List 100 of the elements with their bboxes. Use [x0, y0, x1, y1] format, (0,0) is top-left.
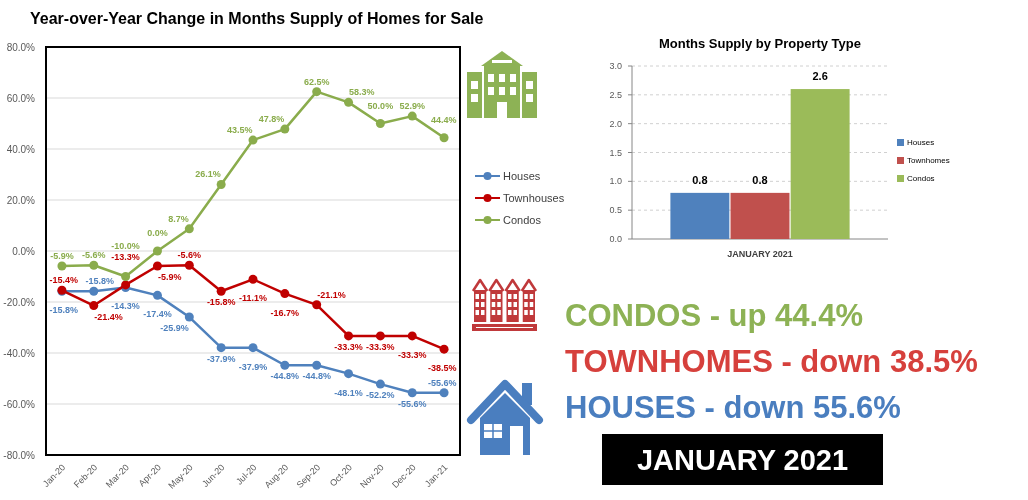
- data-label: 47.8%: [258, 114, 285, 125]
- y-tick-label: -20.0%: [3, 296, 36, 308]
- y-tick-label: 40.0%: [6, 143, 36, 155]
- point: [248, 135, 258, 145]
- data-label: -21.1%: [317, 289, 346, 300]
- point: [439, 344, 449, 354]
- data-label: -33.3%: [366, 341, 395, 352]
- data-label: -55.6%: [427, 377, 457, 388]
- data-label: -13.3%: [111, 251, 140, 262]
- point: [312, 360, 322, 370]
- point: [248, 274, 258, 284]
- point: [184, 224, 194, 234]
- data-label: -15.8%: [85, 276, 115, 287]
- point: [216, 343, 226, 353]
- point: [312, 300, 322, 310]
- y-tick-label: 1.5: [609, 147, 622, 158]
- data-label: 50.0%: [367, 100, 394, 111]
- y-tick-label: -60.0%: [3, 398, 36, 410]
- point: [375, 379, 385, 389]
- data-label: 0.0%: [147, 228, 168, 238]
- data-label: -55.6%: [397, 398, 427, 409]
- data-label: -37.9%: [206, 353, 236, 364]
- point: [407, 388, 417, 398]
- data-label: -15.4%: [49, 275, 79, 286]
- y-tick-label: 60.0%: [6, 92, 36, 104]
- data-label: -5.6%: [177, 250, 202, 261]
- y-tick-label: 80.0%: [6, 41, 36, 53]
- point: [407, 331, 417, 341]
- data-label: 0.8: [752, 173, 768, 186]
- point: [57, 261, 67, 271]
- point: [344, 331, 354, 341]
- data-label: -44.8%: [302, 371, 331, 382]
- point: [216, 179, 226, 189]
- data-label: -15.8%: [49, 305, 79, 316]
- y-tick-label: 2.5: [609, 89, 622, 100]
- data-label: -10.0%: [111, 240, 140, 251]
- point: [439, 133, 449, 143]
- point: [248, 343, 258, 353]
- data-label: -5.9%: [157, 272, 182, 283]
- point: [439, 388, 449, 398]
- y-tick-label: 0.0%: [12, 245, 36, 257]
- point: [89, 301, 99, 311]
- legend-label: Houses: [907, 138, 935, 147]
- data-label: 44.4%: [430, 114, 457, 125]
- data-label: 43.5%: [226, 125, 253, 136]
- legend-label: Houses: [503, 170, 541, 182]
- data-label: -48.1%: [334, 387, 363, 398]
- data-label: 8.7%: [168, 213, 189, 224]
- data-label: -14.3%: [111, 301, 140, 312]
- legend-label: Condos: [907, 174, 935, 183]
- data-label: -33.3%: [397, 349, 427, 360]
- data-label: 0.8: [692, 173, 708, 186]
- point: [184, 260, 194, 270]
- y-tick-label: 0.0: [609, 234, 622, 244]
- data-label: -21.4%: [94, 311, 123, 322]
- data-label: -52.2%: [366, 390, 395, 401]
- data-label: -16.7%: [270, 307, 300, 318]
- data-label: -33.3%: [334, 341, 363, 352]
- data-label: 62.5%: [303, 76, 330, 87]
- legend-label: Condos: [503, 214, 542, 226]
- point: [121, 272, 131, 281]
- data-label: 52.9%: [399, 101, 425, 112]
- point: [344, 369, 354, 379]
- point: [216, 286, 226, 296]
- y-tick-label: -80.0%: [3, 449, 36, 461]
- point: [280, 289, 290, 299]
- y-tick-label: 20.0%: [6, 194, 36, 206]
- point: [89, 286, 99, 296]
- y-tick-label: 2.0: [609, 118, 622, 129]
- data-label: -5.6%: [82, 250, 106, 261]
- text: CONDOS - up 44.4%: [565, 298, 863, 333]
- y-tick-label: 1.0: [609, 176, 622, 187]
- data-label: -38.5%: [427, 363, 457, 374]
- point: [375, 331, 385, 341]
- legend-label: Townhouses: [503, 192, 565, 204]
- point: [375, 119, 385, 128]
- data-label: 26.1%: [195, 169, 221, 180]
- point: [184, 312, 194, 322]
- point: [280, 360, 290, 370]
- point: [407, 111, 417, 121]
- y-tick-label: 0.5: [609, 205, 622, 216]
- y-tick-label: 3.0: [609, 61, 622, 71]
- data-label: 58.3%: [349, 87, 375, 98]
- text: TOWNHOMES - down 38.5%: [565, 344, 978, 379]
- legend-label: Townhomes: [907, 156, 950, 165]
- y-tick-label: -40.0%: [3, 347, 36, 359]
- data-label: -17.4%: [143, 309, 172, 320]
- data-label: -5.9%: [50, 251, 74, 262]
- point: [152, 246, 162, 256]
- data-label: 2.6: [812, 70, 828, 83]
- point: [344, 97, 354, 107]
- point: [89, 260, 99, 270]
- text: HOUSES - down 55.6%: [565, 390, 901, 425]
- data-label: -15.8%: [206, 297, 236, 308]
- data-label: -25.9%: [160, 323, 189, 334]
- data-label: -37.9%: [238, 361, 268, 372]
- data-label: -44.8%: [270, 371, 300, 382]
- point: [152, 290, 162, 300]
- point: [152, 261, 162, 271]
- point: [280, 124, 290, 134]
